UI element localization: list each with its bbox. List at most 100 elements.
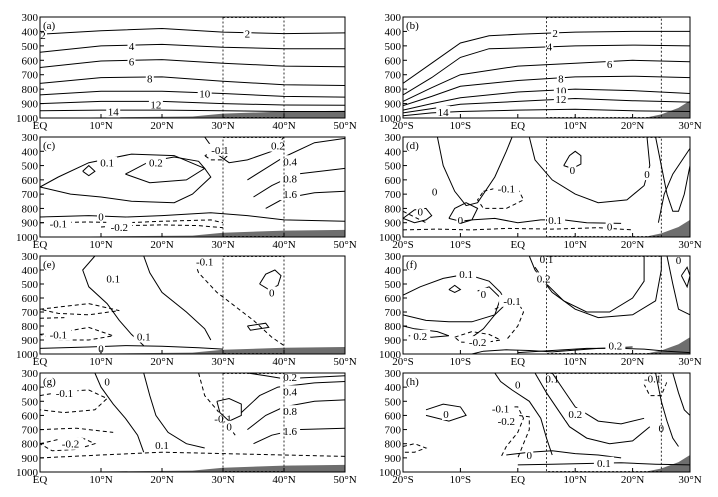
x-tick-label: 50°N xyxy=(333,239,356,251)
contour-line xyxy=(82,256,145,346)
panel-frame xyxy=(402,16,691,119)
x-tick-label: EQ xyxy=(510,356,525,368)
panel-frame xyxy=(39,16,346,119)
contour-line xyxy=(655,137,690,212)
contour-label: -0.1 xyxy=(196,257,213,269)
contour-line xyxy=(403,273,507,323)
contour-line xyxy=(40,43,345,53)
panel-label: (c) xyxy=(43,140,56,152)
contour-label-bg xyxy=(103,272,124,285)
x-tick-label: EQ xyxy=(510,474,525,486)
y-tick-label: 300 xyxy=(22,251,39,263)
contour-label: 0 xyxy=(570,165,576,177)
contour-label-bg xyxy=(464,336,491,349)
contour-line xyxy=(403,97,690,114)
contour-line xyxy=(666,256,690,316)
contour-label: 1.6 xyxy=(283,189,297,201)
contour-line xyxy=(40,153,212,204)
y-tick-label: 600 xyxy=(385,175,402,187)
contour-label-bg xyxy=(553,93,568,106)
contour-line xyxy=(40,90,345,98)
contour-line xyxy=(672,373,690,416)
contour-label-bg xyxy=(127,39,136,52)
y-tick-label: 900 xyxy=(22,453,39,465)
x-tick-label: 10°N xyxy=(89,474,112,486)
x-tick-label: EQ xyxy=(510,120,525,132)
panel-frame xyxy=(39,136,346,238)
contour-label: 0.1 xyxy=(548,215,562,227)
contour-label: 0 xyxy=(104,376,110,388)
contour-label: 14 xyxy=(108,107,120,119)
contour-label: 0.2 xyxy=(568,409,582,421)
contour-line xyxy=(40,27,345,35)
x-tick-label: 20°S xyxy=(392,474,414,486)
contour-line xyxy=(40,345,224,350)
contour-line xyxy=(471,286,502,338)
contour-label-bg xyxy=(127,55,136,68)
panel-frame xyxy=(402,136,691,238)
contour-line xyxy=(143,373,205,449)
y-tick-label: 500 xyxy=(22,279,39,291)
contour-label-bg xyxy=(551,26,560,39)
x-tick-label: 30°N xyxy=(678,239,701,251)
y-tick-label: 300 xyxy=(385,368,402,380)
y-tick-label: 800 xyxy=(385,84,402,96)
contour-label-bg xyxy=(280,188,301,201)
contour-label: -0.1 xyxy=(503,296,520,308)
contour-label-bg xyxy=(206,143,233,156)
x-tick-label: 10°N xyxy=(89,356,112,368)
y-tick-label: 700 xyxy=(385,307,402,319)
contour-label-bg xyxy=(499,294,526,307)
contour-label-bg xyxy=(605,220,614,233)
x-tick-label: 50°N xyxy=(333,120,356,132)
contour-line xyxy=(40,303,120,316)
y-tick-label: 700 xyxy=(385,189,402,201)
contour-label: 6 xyxy=(129,57,135,69)
contour-label-bg xyxy=(152,439,172,452)
y-tick-label: 300 xyxy=(22,132,39,144)
x-tick-label: 10°N xyxy=(89,239,112,251)
plot-area: 0-0.10.1-0.100.20.40.81.6-0.2 xyxy=(40,373,345,472)
contour-line xyxy=(534,256,645,313)
x-tick-label: 10°S xyxy=(450,474,472,486)
contour-label-bg xyxy=(197,87,212,100)
x-tick-label: 10°N xyxy=(564,356,587,368)
region-box xyxy=(222,17,285,118)
y-tick-label: 400 xyxy=(385,146,402,158)
contour-label: 0.2 xyxy=(609,341,623,353)
contour-label: 12 xyxy=(150,99,161,111)
contour-label-bg xyxy=(565,408,586,421)
x-tick-label: EQ xyxy=(33,120,48,132)
contour-label-bg xyxy=(568,163,577,176)
y-tick-label: 800 xyxy=(22,321,39,333)
contour-line xyxy=(460,217,622,224)
contour-label-bg xyxy=(57,437,84,450)
contour-label-bg xyxy=(493,182,520,195)
contour-label: 0 xyxy=(527,450,533,462)
x-tick-label: 30°N xyxy=(678,356,701,368)
y-tick-label: 600 xyxy=(385,55,402,67)
contour-line xyxy=(240,381,345,413)
contour-label-bg xyxy=(97,210,105,223)
y-tick-label: 900 xyxy=(385,99,402,111)
y-tick-label: 400 xyxy=(22,26,39,38)
terrain-shading xyxy=(644,100,690,118)
contour-label: -0.1 xyxy=(50,218,67,230)
y-tick-label: 900 xyxy=(22,335,39,347)
contour-label: 0.1 xyxy=(155,440,169,452)
x-tick-label: 40°N xyxy=(272,356,295,368)
contour-label: 0 xyxy=(607,221,613,233)
y-tick-label: 600 xyxy=(22,55,39,67)
x-tick-label: 30°N xyxy=(678,120,701,132)
contour-label: 0.1 xyxy=(545,374,559,386)
y-tick-label: 300 xyxy=(385,251,402,263)
contour-line xyxy=(403,30,690,84)
contour-line xyxy=(40,427,114,433)
x-tick-label: EQ xyxy=(510,239,525,251)
contour-label: 0.1 xyxy=(100,158,114,170)
panel-frame xyxy=(402,255,691,355)
panel-label: (h) xyxy=(406,376,419,388)
contour-label-bg xyxy=(487,402,514,415)
